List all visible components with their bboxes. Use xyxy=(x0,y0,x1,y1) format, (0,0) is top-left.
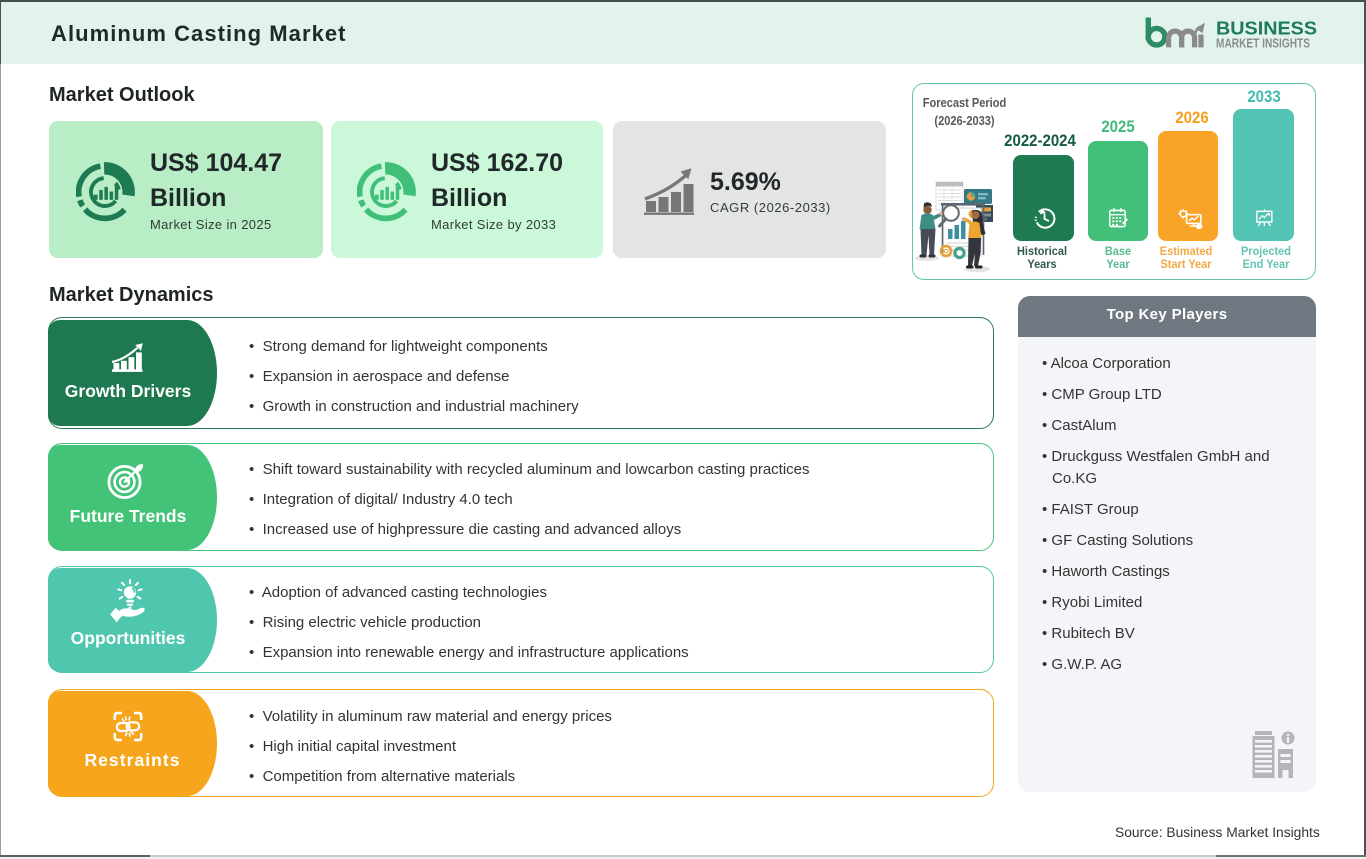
svg-text:BUSINESS: BUSINESS xyxy=(1216,18,1317,39)
svg-text:MARKET INSIGHTS: MARKET INSIGHTS xyxy=(1216,37,1310,51)
